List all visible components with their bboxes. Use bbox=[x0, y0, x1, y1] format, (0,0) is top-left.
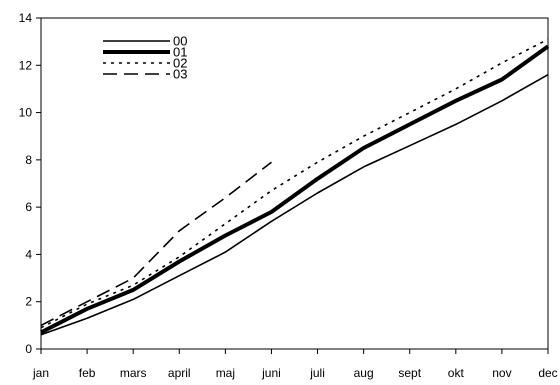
series-line-03 bbox=[40, 161, 272, 327]
plot-frame bbox=[40, 17, 549, 350]
y-tick-label: 10 bbox=[19, 106, 33, 120]
x-tick-label: okt bbox=[448, 366, 465, 380]
x-tick-label: april bbox=[168, 366, 191, 380]
y-tick-label: 2 bbox=[25, 295, 32, 309]
y-tick-label: 8 bbox=[25, 153, 32, 167]
x-tick-label: maj bbox=[216, 366, 235, 380]
series-line-00 bbox=[40, 74, 549, 336]
y-tick-label: 0 bbox=[25, 342, 32, 356]
x-tick-label: sept bbox=[398, 366, 421, 380]
x-tick-label: juli bbox=[309, 366, 325, 380]
x-tick-label: feb bbox=[79, 366, 96, 380]
y-tick-label: 14 bbox=[19, 11, 33, 25]
y-tick-label: 4 bbox=[25, 247, 32, 261]
legend-label-00: 00 bbox=[173, 34, 187, 49]
series-line-02 bbox=[40, 38, 549, 329]
x-tick-label: nov bbox=[492, 366, 511, 380]
x-tick-label: juni bbox=[261, 366, 281, 380]
x-tick-label: mars bbox=[120, 366, 147, 380]
y-tick-label: 12 bbox=[19, 58, 33, 72]
x-tick-label: aug bbox=[354, 366, 374, 380]
series-group bbox=[40, 38, 550, 336]
series-line-01 bbox=[40, 44, 550, 335]
y-tick-label: 6 bbox=[25, 200, 32, 214]
legend-label-02: 02 bbox=[173, 56, 187, 71]
legend-label-03: 03 bbox=[173, 67, 187, 82]
x-tick-label: dec bbox=[538, 366, 557, 380]
x-tick-label: jan bbox=[32, 366, 49, 380]
legend-label-01: 01 bbox=[173, 45, 187, 60]
